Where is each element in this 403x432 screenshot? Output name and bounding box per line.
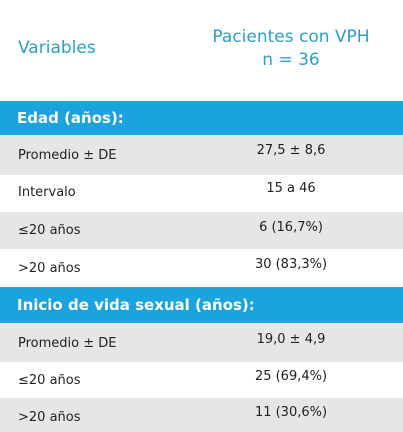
row-label: Promedio ± DE <box>18 148 117 163</box>
row-value: 15 a 46 <box>266 181 316 196</box>
row-value: 19,0 ± 4,9 <box>256 332 326 347</box>
variables-header: Variables <box>18 38 96 58</box>
table-row: ≤20 años 6 (16,7%) <box>0 212 403 249</box>
row-label: Promedio ± DE <box>18 336 117 351</box>
row-label: >20 años <box>18 410 81 425</box>
table-row: Promedio ± DE 27,5 ± 8,6 <box>0 135 403 175</box>
row-value: 11 (30,6%) <box>254 405 328 420</box>
table-row: Promedio ± DE 19,0 ± 4,9 <box>0 323 403 362</box>
table-header: Variables Pacientes con VPH n = 36 <box>0 0 403 100</box>
row-value: 27,5 ± 8,6 <box>256 143 326 158</box>
table-row: >20 años 11 (30,6%) <box>0 398 403 432</box>
patients-header-n: n = 36 <box>262 50 320 70</box>
row-label: ≤20 años <box>18 373 81 388</box>
section-inicio-vida-sexual: Inicio de vida sexual (años): <box>0 287 403 323</box>
table-row: Intervalo 15 a 46 <box>0 175 403 212</box>
section-edad: Edad (años): <box>0 101 403 135</box>
row-value: 25 (69,4%) <box>254 369 328 384</box>
row-label: >20 años <box>18 261 81 276</box>
table-row: ≤20 años 25 (69,4%) <box>0 362 403 398</box>
patients-header-title: Pacientes con VPH <box>212 27 370 47</box>
row-value: 6 (16,7%) <box>259 220 323 235</box>
row-label: Intervalo <box>18 185 76 200</box>
row-label: ≤20 años <box>18 223 81 238</box>
row-value: 30 (83,3%) <box>254 257 328 272</box>
patients-header: Pacientes con VPH n = 36 <box>196 26 386 72</box>
table-row: >20 años 30 (83,3%) <box>0 249 403 287</box>
